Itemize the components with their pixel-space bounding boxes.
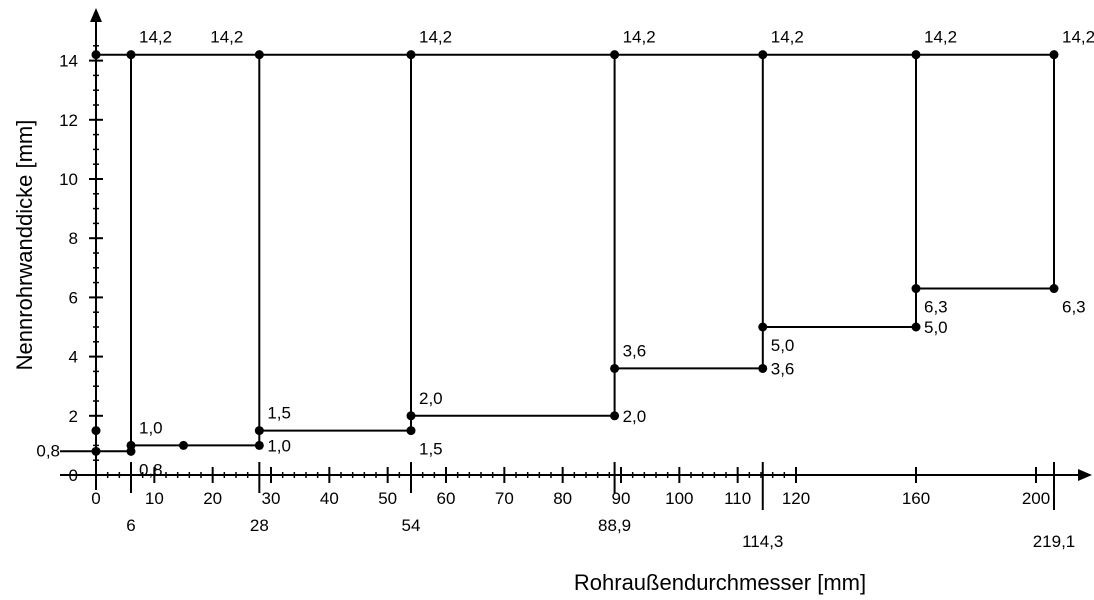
x-mark-label: 114,3: [742, 532, 783, 551]
x-mark-label: 28: [250, 516, 269, 535]
data-label: 0,8: [36, 441, 60, 460]
x-tick-label: 0: [91, 489, 100, 508]
x-tick-label: 10: [145, 489, 164, 508]
data-point: [758, 322, 768, 332]
data-point: [406, 411, 416, 421]
data-point: [758, 363, 768, 373]
data-label: 5,0: [924, 318, 948, 337]
x-tick-label: 80: [553, 489, 572, 508]
data-point: [126, 50, 136, 60]
data-label: 1,0: [139, 418, 163, 437]
data-point: [126, 440, 136, 450]
data-label: 1,0: [267, 436, 291, 455]
data-label: 14,2: [139, 28, 172, 47]
data-point: [406, 50, 416, 60]
data-point: [1049, 284, 1059, 294]
y-tick-label: 12: [59, 111, 78, 130]
data-label: 14,2: [771, 28, 804, 47]
data-point: [254, 426, 264, 436]
chart-ticks: 0 2 4 6 8 10 12 14 0 10 20 30 40 50 60 70 80 90 100 110 120 1…: [59, 45, 1076, 551]
data-point: [610, 50, 620, 60]
data-point: [758, 50, 768, 60]
x-tick-label: 110: [724, 489, 751, 508]
data-point: [254, 50, 264, 60]
y-tick-label: 6: [69, 288, 78, 307]
data-point: [610, 411, 620, 421]
data-point: [91, 50, 101, 60]
x-mark-label: 219,1: [1033, 532, 1076, 551]
data-label: 5,0: [771, 336, 795, 355]
x-mark-label: 6: [126, 516, 135, 535]
x-tick-label: 60: [437, 489, 456, 508]
data-point: [1049, 50, 1059, 60]
y-axis-arrow: [90, 8, 102, 22]
data-label: 3,6: [771, 359, 795, 378]
x-tick-label: 200: [1022, 489, 1050, 508]
y-tick-label: 10: [59, 170, 78, 189]
chart-labels: 14,2 14,2 14,2 14,2 14,2 14,2 14,2 0,8 0,8 1,0 1,0…: [36, 28, 1094, 480]
y-tick-label: 2: [69, 407, 78, 426]
data-label: 1,5: [419, 440, 443, 459]
data-label: 14,2: [1062, 28, 1094, 47]
x-tick-label: 40: [320, 489, 339, 508]
x-axis-arrow: [1078, 469, 1092, 481]
chart-lines: [60, 53, 1055, 453]
data-label: 2,0: [419, 389, 443, 408]
data-label: 14,2: [623, 28, 656, 47]
x-axis-title: Rohraußendurchmesser [mm]: [574, 570, 866, 595]
y-tick-label: 0: [69, 466, 78, 485]
chart-axes: [60, 8, 1092, 490]
x-tick-label: 100: [665, 489, 693, 508]
y-tick-label: 14: [59, 52, 78, 71]
data-label: 1,5: [267, 404, 291, 423]
y-axis-title: Nennrohrwanddicke [mm]: [12, 120, 37, 371]
data-point: [406, 426, 416, 436]
data-point: [254, 440, 264, 450]
data-point: [911, 284, 921, 294]
x-mark-label: 88,9: [598, 516, 631, 535]
data-label: 14,2: [924, 28, 957, 47]
data-point: [91, 446, 101, 456]
data-label: 3,6: [623, 341, 647, 360]
x-tick-label: 70: [495, 489, 514, 508]
x-tick-label: 160: [902, 489, 930, 508]
data-label: 0,8: [139, 460, 163, 479]
data-label: 2,0: [623, 407, 647, 426]
data-label: 14,2: [210, 28, 243, 47]
data-label: 14,2: [419, 28, 452, 47]
chart-points: [91, 50, 1059, 456]
x-tick-label: 90: [612, 489, 631, 508]
data-point: [610, 363, 620, 373]
x-tick-label: 50: [378, 489, 397, 508]
y-tick-label: 4: [69, 348, 78, 367]
data-point: [179, 440, 188, 450]
x-tick-label: 30: [262, 489, 281, 508]
y-tick-label: 8: [69, 229, 78, 248]
data-point: [911, 322, 921, 332]
data-label: 6,3: [924, 298, 948, 317]
x-tick-label: 20: [203, 489, 222, 508]
x-tick-label: 120: [782, 489, 810, 508]
data-label: 6,3: [1062, 298, 1086, 317]
x-mark-label: 54: [402, 516, 421, 535]
data-point: [91, 426, 101, 436]
data-point: [911, 50, 921, 60]
